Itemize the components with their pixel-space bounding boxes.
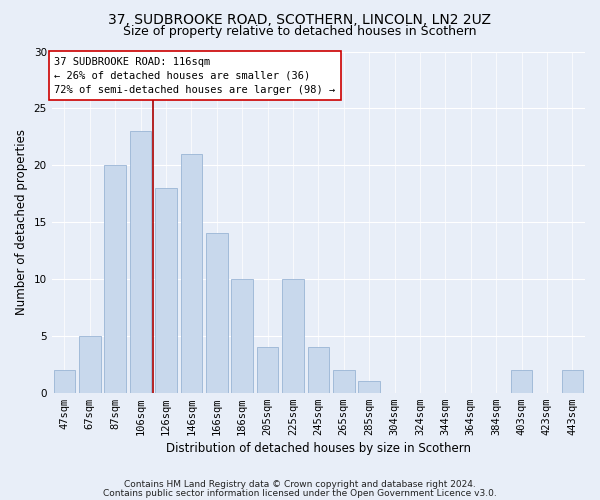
Bar — [358, 382, 380, 392]
Text: Size of property relative to detached houses in Scothern: Size of property relative to detached ho… — [123, 25, 477, 38]
Bar — [155, 188, 177, 392]
Bar — [282, 279, 304, 392]
Text: 37 SUDBROOKE ROAD: 116sqm
← 26% of detached houses are smaller (36)
72% of semi-: 37 SUDBROOKE ROAD: 116sqm ← 26% of detac… — [55, 56, 335, 94]
Bar — [308, 347, 329, 393]
Bar — [232, 279, 253, 392]
Bar — [257, 347, 278, 393]
Bar — [181, 154, 202, 392]
Bar — [333, 370, 355, 392]
Text: 37, SUDBROOKE ROAD, SCOTHERN, LINCOLN, LN2 2UZ: 37, SUDBROOKE ROAD, SCOTHERN, LINCOLN, L… — [109, 12, 491, 26]
Bar — [130, 131, 151, 392]
Text: Contains HM Land Registry data © Crown copyright and database right 2024.: Contains HM Land Registry data © Crown c… — [124, 480, 476, 489]
Bar — [562, 370, 583, 392]
Text: Contains public sector information licensed under the Open Government Licence v3: Contains public sector information licen… — [103, 488, 497, 498]
Bar — [104, 165, 126, 392]
Bar — [206, 234, 227, 392]
Y-axis label: Number of detached properties: Number of detached properties — [15, 129, 28, 315]
X-axis label: Distribution of detached houses by size in Scothern: Distribution of detached houses by size … — [166, 442, 471, 455]
Bar — [511, 370, 532, 392]
Bar — [79, 336, 101, 392]
Bar — [53, 370, 75, 392]
